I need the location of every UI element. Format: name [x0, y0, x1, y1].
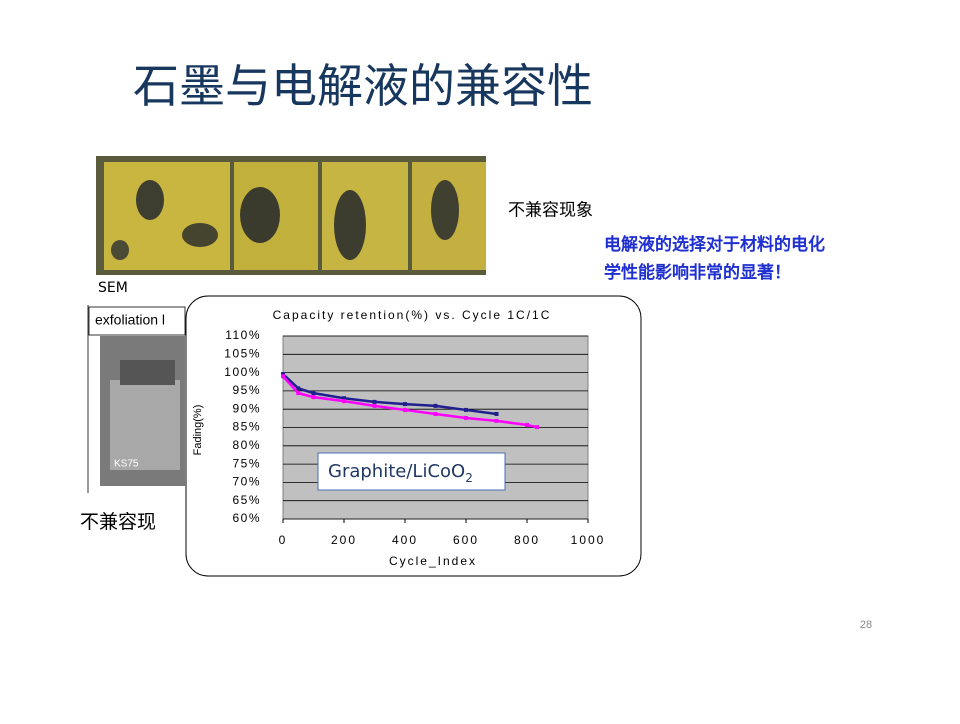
slide-title: 石墨与电解液的兼容性 — [133, 59, 593, 113]
x-tick-label: 1000 — [571, 533, 606, 547]
data-point — [464, 407, 468, 412]
page-number: 28 — [860, 619, 872, 631]
y-tick-label: 80% — [232, 438, 261, 452]
data-point — [403, 402, 407, 407]
photo-caption: 不兼容现象 — [508, 201, 593, 221]
electrode-photo — [96, 156, 486, 275]
x-tick-label: 800 — [514, 533, 540, 547]
data-point — [403, 407, 407, 412]
sem-box-label: exfoliation l — [95, 312, 165, 328]
data-point — [342, 399, 346, 404]
data-point — [494, 418, 499, 423]
data-point — [372, 403, 377, 408]
y-tick-label: 110% — [225, 328, 261, 342]
y-tick-label: 100% — [224, 365, 261, 379]
data-point — [525, 422, 529, 427]
data-point — [433, 403, 438, 408]
annotation-box — [317, 452, 506, 491]
chart-title: Capacity retention(%) vs. Cycle 1C/1C — [273, 308, 552, 322]
x-tick-label: 200 — [331, 533, 357, 547]
data-point — [311, 395, 316, 400]
x-tick-label: 0 — [279, 533, 288, 547]
y-tick-label: 75% — [232, 456, 261, 470]
y-tick-label: 65% — [232, 493, 261, 507]
data-point — [464, 415, 468, 420]
y-tick-label: 95% — [232, 383, 261, 397]
sem-image-label: KS75 — [114, 459, 139, 470]
data-point — [433, 411, 438, 416]
note-line: 学性能影响非常的显著！ — [604, 262, 791, 283]
data-point — [281, 374, 285, 379]
data-point — [535, 425, 540, 430]
note-line: 电解液的选择对于材料的电化 — [604, 234, 825, 255]
sem-panel — [87, 305, 186, 493]
y-tick-label: 85% — [232, 420, 261, 434]
y-tick-label: 60% — [232, 511, 261, 525]
sem-caption: 不兼容现 — [80, 511, 156, 533]
y-tick-label: 90% — [232, 401, 261, 415]
x-axis-label: Cycle_Index — [389, 554, 477, 568]
data-point — [281, 372, 285, 377]
x-tick-label: 600 — [453, 533, 479, 547]
data-point — [296, 391, 301, 396]
annotation-text: Graphite/LiCoO — [328, 461, 465, 482]
annotation-subscript: 2 — [465, 471, 473, 485]
data-point — [494, 411, 499, 416]
data-point — [296, 386, 301, 391]
y-tick-label: 70% — [232, 475, 261, 489]
data-point — [372, 399, 377, 404]
sem-label: SEM — [98, 280, 128, 296]
data-point — [311, 391, 316, 396]
annotation: Graphite/LiCoO2 — [328, 461, 473, 485]
data-point — [342, 396, 346, 401]
y-axis-label: Fading(%) — [192, 405, 204, 456]
y-tick-label: 105% — [224, 346, 261, 360]
x-tick-label: 400 — [392, 533, 418, 547]
